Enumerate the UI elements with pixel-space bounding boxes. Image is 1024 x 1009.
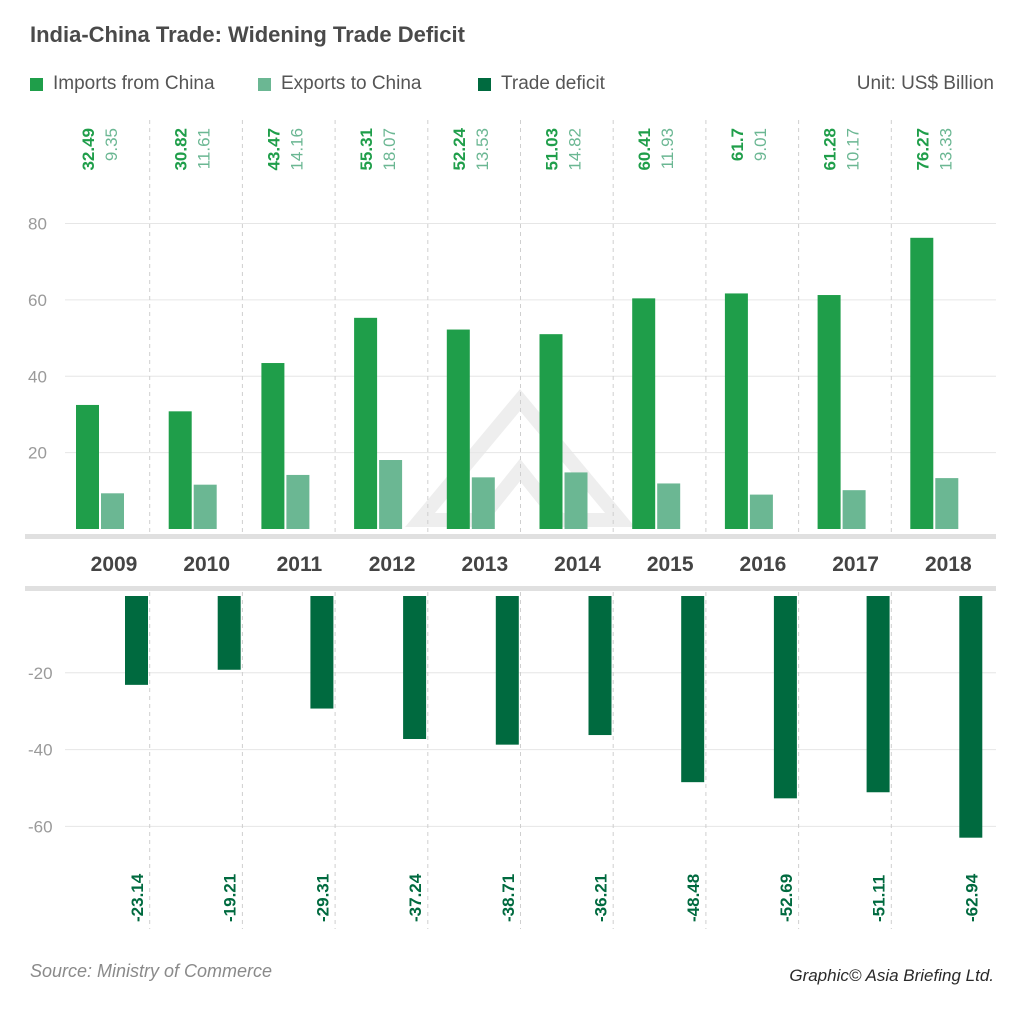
legend-item-imports: Imports from China [30,73,215,95]
legend-label-exports: Exports to China [281,73,422,94]
graphic-credit: Graphic© Asia Briefing Ltd. [789,966,994,985]
chart-legend: Imports from China Exports to China Trad… [0,73,1024,99]
data-label-exports: 14.82 [566,128,585,171]
bar-deficit [310,596,334,709]
year-band-top [25,534,996,539]
year-label: 2012 [369,553,416,576]
year-band [25,539,996,586]
bar-exports [749,494,773,529]
data-label-exports: 11.93 [658,128,677,169]
bar-exports [471,477,495,529]
data-label-deficit: -62.94 [962,873,981,922]
data-label-exports: 10.17 [844,128,863,171]
data-label-deficit: -23.14 [128,873,147,922]
y-tick-label: 80 [28,215,47,234]
data-label-deficit: -48.48 [684,874,703,922]
data-label-exports: 13.33 [936,128,955,171]
bar-imports [539,334,563,529]
year-label: 2015 [647,553,694,576]
year-label: 2016 [740,553,787,576]
legend-label-imports: Imports from China [53,73,215,94]
data-label-exports: 18.07 [380,128,399,171]
y-tick-label: 40 [28,367,47,386]
data-label-exports: 14.16 [287,128,306,171]
bar-imports [724,293,748,529]
year-label: 2018 [925,553,972,576]
legend-swatch-imports [30,77,43,91]
bar-exports [657,483,681,529]
data-label-deficit: -37.24 [406,873,425,922]
bar-exports [564,472,588,529]
bar-deficit [773,596,797,799]
data-label-deficit: -29.31 [313,874,332,922]
bar-imports [910,237,934,529]
y-tick-label: 20 [28,444,47,463]
data-label-imports: 32.49 [79,128,98,171]
y-tick-label: -40 [28,741,53,760]
data-label-imports: 51.03 [543,128,562,171]
unit-label: Unit: US$ Billion [856,73,994,94]
year-label: 2017 [832,553,879,576]
data-label-deficit: -38.71 [499,874,518,922]
bar-exports [101,493,124,529]
data-label-exports: 13.53 [473,128,492,171]
data-label-imports: 61.7 [728,128,747,161]
bar-imports [261,363,285,529]
data-label-exports: 9.01 [751,128,770,161]
data-label-deficit: -19.21 [221,874,240,922]
data-label-imports: 55.31 [357,128,376,171]
bar-imports [354,317,378,529]
data-label-imports: 61.28 [821,128,840,171]
year-label: 2014 [554,553,601,576]
data-label-deficit: -36.21 [592,874,611,922]
data-label-exports: 11.61 [195,128,214,169]
y-tick-label: -60 [28,817,53,836]
bar-deficit [403,596,427,740]
year-label: 2010 [183,553,230,576]
data-label-imports: 60.41 [635,128,654,171]
chart-title: India-China Trade: Widening Trade Defici… [30,22,465,47]
legend-item-exports: Exports to China [258,73,421,95]
bar-imports [817,295,841,529]
bar-exports [935,478,959,529]
bar-exports [379,460,403,529]
legend-label-deficit: Trade deficit [501,73,605,94]
year-label: 2011 [277,553,323,576]
data-label-imports: 52.24 [450,127,469,170]
data-label-exports: 9.35 [102,128,121,161]
bar-exports [193,484,217,529]
data-label-imports: 43.47 [264,128,283,171]
bar-deficit [588,596,612,736]
bar-exports [286,474,310,529]
bar-deficit [495,596,519,745]
bar-exports [842,490,866,529]
bar-imports [76,404,99,529]
bar-imports [168,411,192,529]
data-label-imports: 76.27 [913,128,932,171]
data-label-imports: 30.82 [172,128,191,171]
bar-imports [632,298,656,529]
year-label: 2009 [91,553,138,576]
data-label-deficit: -51.11 [870,875,889,922]
legend-item-deficit: Trade deficit [478,73,605,95]
bar-deficit [866,596,890,793]
y-tick-label: 60 [28,291,47,310]
bar-deficit [217,596,241,670]
legend-swatch-exports [258,77,271,91]
bar-deficit [125,596,148,685]
bar-deficit [959,596,983,838]
year-label: 2013 [461,553,508,576]
legend-swatch-deficit [478,77,491,91]
data-label-deficit: -52.69 [777,874,796,922]
bar-imports [446,329,470,529]
source-note: Source: Ministry of Commerce [30,961,273,981]
y-tick-label: -20 [28,664,53,683]
year-band-bottom [25,586,996,591]
bar-deficit [681,596,705,783]
